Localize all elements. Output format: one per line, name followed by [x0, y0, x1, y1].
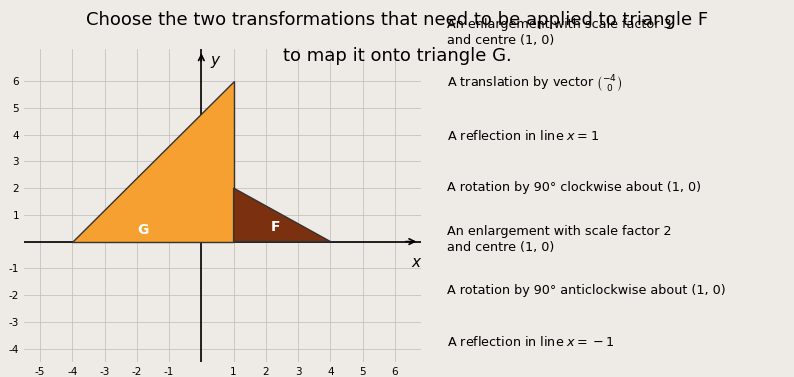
Polygon shape — [233, 188, 330, 242]
Text: F: F — [271, 220, 280, 234]
Text: A rotation by 90° anticlockwise about (1, 0): A rotation by 90° anticlockwise about (1… — [447, 284, 726, 297]
Text: An enlargement with scale factor 2
and centre (1, 0): An enlargement with scale factor 2 and c… — [447, 225, 672, 254]
Text: A translation by vector $\binom{-4}{0}$: A translation by vector $\binom{-4}{0}$ — [447, 74, 622, 95]
Text: G: G — [137, 222, 149, 236]
Text: A reflection in line $x=-1$: A reflection in line $x=-1$ — [447, 336, 615, 349]
Text: An enlargement with scale factor 3
and centre (1, 0): An enlargement with scale factor 3 and c… — [447, 18, 672, 47]
Polygon shape — [72, 81, 233, 242]
Text: y: y — [210, 53, 219, 68]
Text: Choose the two transformations that need to be applied to triangle F: Choose the two transformations that need… — [86, 11, 708, 29]
Text: x: x — [411, 255, 421, 270]
Text: to map it onto triangle G.: to map it onto triangle G. — [283, 47, 511, 65]
Text: A rotation by 90° clockwise about (1, 0): A rotation by 90° clockwise about (1, 0) — [447, 181, 701, 194]
Text: A reflection in line $x=1$: A reflection in line $x=1$ — [447, 129, 599, 143]
